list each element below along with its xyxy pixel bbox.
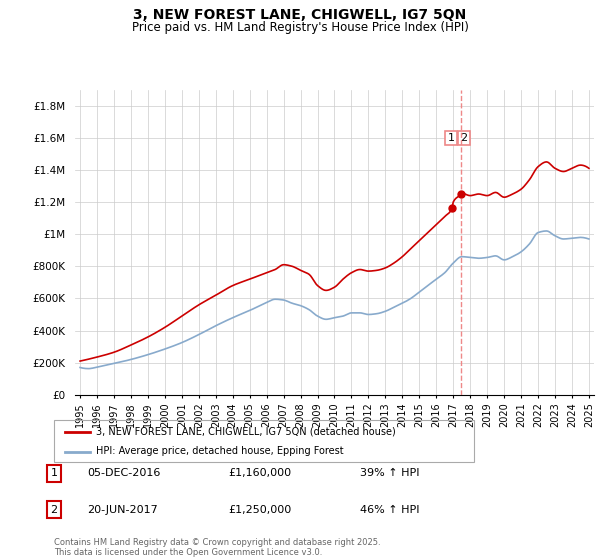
Text: 1: 1 [50, 468, 58, 478]
Text: HPI: Average price, detached house, Epping Forest: HPI: Average price, detached house, Eppi… [96, 446, 344, 456]
Text: 2: 2 [50, 505, 58, 515]
Text: 46% ↑ HPI: 46% ↑ HPI [360, 505, 419, 515]
Text: 20-JUN-2017: 20-JUN-2017 [87, 505, 158, 515]
Text: 3, NEW FOREST LANE, CHIGWELL, IG7 5QN (detached house): 3, NEW FOREST LANE, CHIGWELL, IG7 5QN (d… [96, 427, 396, 437]
Text: Contains HM Land Registry data © Crown copyright and database right 2025.
This d: Contains HM Land Registry data © Crown c… [54, 538, 380, 557]
Text: £1,250,000: £1,250,000 [228, 505, 291, 515]
Text: Price paid vs. HM Land Registry's House Price Index (HPI): Price paid vs. HM Land Registry's House … [131, 21, 469, 34]
Text: 3, NEW FOREST LANE, CHIGWELL, IG7 5QN: 3, NEW FOREST LANE, CHIGWELL, IG7 5QN [133, 8, 467, 22]
Text: £1,160,000: £1,160,000 [228, 468, 291, 478]
Text: 2: 2 [460, 133, 467, 143]
Text: 39% ↑ HPI: 39% ↑ HPI [360, 468, 419, 478]
Text: 1: 1 [448, 133, 455, 143]
Text: 05-DEC-2016: 05-DEC-2016 [87, 468, 160, 478]
